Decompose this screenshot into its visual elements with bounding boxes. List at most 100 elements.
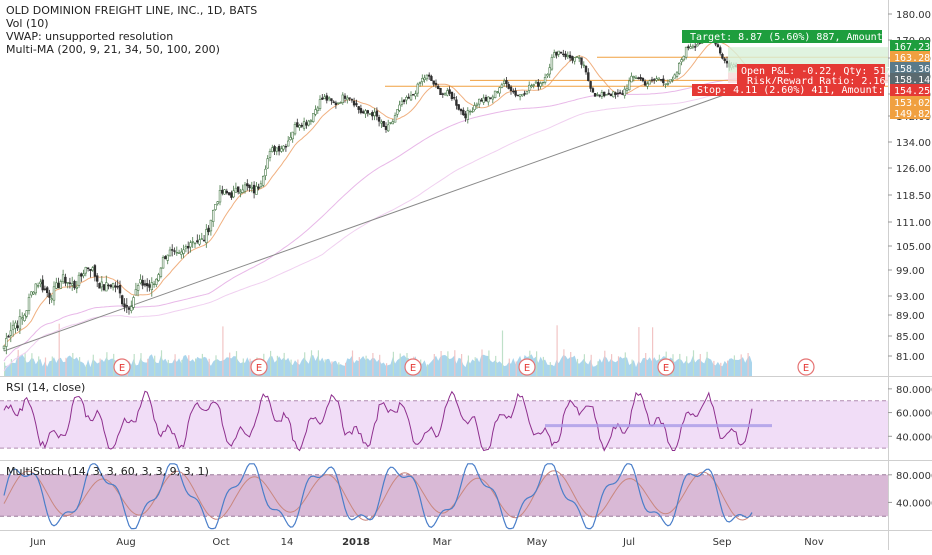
candle-body (427, 74, 431, 77)
candle-body (343, 95, 347, 99)
volume-bar (31, 353, 33, 376)
candle-body (5, 338, 8, 347)
candle-body (687, 46, 690, 49)
candle-body (398, 104, 401, 111)
candle-body (86, 267, 90, 269)
volume-bar (304, 352, 306, 376)
candle-body (537, 81, 540, 87)
candle-body (150, 282, 153, 291)
volume-bar (447, 351, 449, 376)
volume-bar (147, 358, 149, 376)
candle-body (655, 78, 658, 81)
candle-body (593, 93, 597, 97)
candle-body (39, 281, 42, 285)
time-tick-label: May (527, 537, 548, 548)
volume-bar (270, 350, 272, 376)
price-tag-bg (890, 96, 930, 108)
volume-bar (249, 358, 251, 376)
candle-body (480, 99, 483, 102)
candle-body (502, 80, 506, 84)
candle-body (355, 103, 358, 106)
volume-bar (597, 361, 599, 376)
volume-bar (24, 353, 26, 376)
stoch-tick-label: 40.0000 (896, 498, 932, 509)
volume-bar (160, 350, 163, 376)
earnings-marker-circle (113, 358, 131, 376)
candle-body (632, 76, 636, 78)
volume-bar (379, 354, 381, 376)
candle-body (668, 79, 672, 83)
candle-body (366, 110, 369, 114)
earnings-marker-circle (518, 358, 536, 376)
volume-bar (699, 354, 701, 376)
candle-body (11, 324, 15, 330)
time-tick-label: Sep (713, 537, 732, 548)
candle-body (291, 131, 294, 140)
candle-body (575, 56, 579, 58)
candle-body (114, 285, 117, 288)
candle-body (275, 147, 278, 152)
candle-body (96, 275, 99, 282)
candle-body (475, 103, 479, 106)
candle-body (321, 97, 324, 100)
candle-body (255, 186, 258, 195)
volume-bar (365, 355, 367, 376)
volume-bar (536, 351, 538, 376)
candle-body (684, 46, 688, 58)
candle-body (505, 80, 508, 85)
volume-bar (652, 327, 654, 376)
volume-bar (188, 355, 190, 376)
candle-body (721, 53, 724, 59)
time-tick-label: 2018 (342, 537, 370, 548)
candle-body (373, 111, 376, 116)
volume-bar (167, 359, 169, 376)
volume-bar (583, 354, 585, 376)
candle-body (130, 306, 133, 312)
volume-bar (590, 354, 592, 376)
candle-body (675, 72, 679, 77)
time-tick-label: Mar (433, 537, 453, 548)
candle-body (562, 53, 565, 56)
candle-body (521, 94, 524, 97)
candle-body (136, 285, 140, 291)
rsi-tick-label: 40.0000 (896, 432, 932, 443)
candle-body (423, 77, 426, 81)
earnings-marker-circle (797, 358, 815, 376)
candle-body (125, 305, 129, 307)
volume-bar (638, 327, 640, 376)
candle-body (143, 283, 147, 286)
candle-body (309, 120, 313, 122)
candle-body (664, 83, 667, 85)
candle-body (84, 266, 88, 274)
rsi-tick-label: 60.0000 (896, 409, 932, 420)
candle-body (57, 282, 60, 289)
candle-body (646, 83, 649, 87)
candle-body (625, 87, 629, 91)
candle-body (591, 88, 595, 93)
volume-bar (345, 362, 347, 376)
candle-body (123, 303, 126, 308)
candle-body (259, 183, 263, 188)
volume-bar (133, 354, 135, 376)
volume-bar (317, 350, 319, 376)
candle-body (248, 184, 251, 189)
earnings-marker-label: E (256, 363, 262, 374)
volume-bar (85, 364, 87, 376)
stoch-k-line (3, 463, 753, 530)
candle-body (348, 97, 351, 99)
volume-bar (51, 356, 53, 376)
candle-body (377, 117, 381, 122)
candle-body (61, 274, 65, 283)
candle-body (118, 284, 122, 294)
pl-box (737, 64, 885, 86)
volume-bar (79, 357, 81, 376)
candle-body (637, 77, 640, 79)
candle-body (50, 298, 53, 301)
volume-bar (351, 350, 354, 376)
volume-bar (201, 353, 203, 376)
candle-body (193, 242, 197, 245)
candle-body (650, 79, 654, 81)
candle-body (552, 52, 556, 58)
volume-bar (229, 352, 231, 376)
